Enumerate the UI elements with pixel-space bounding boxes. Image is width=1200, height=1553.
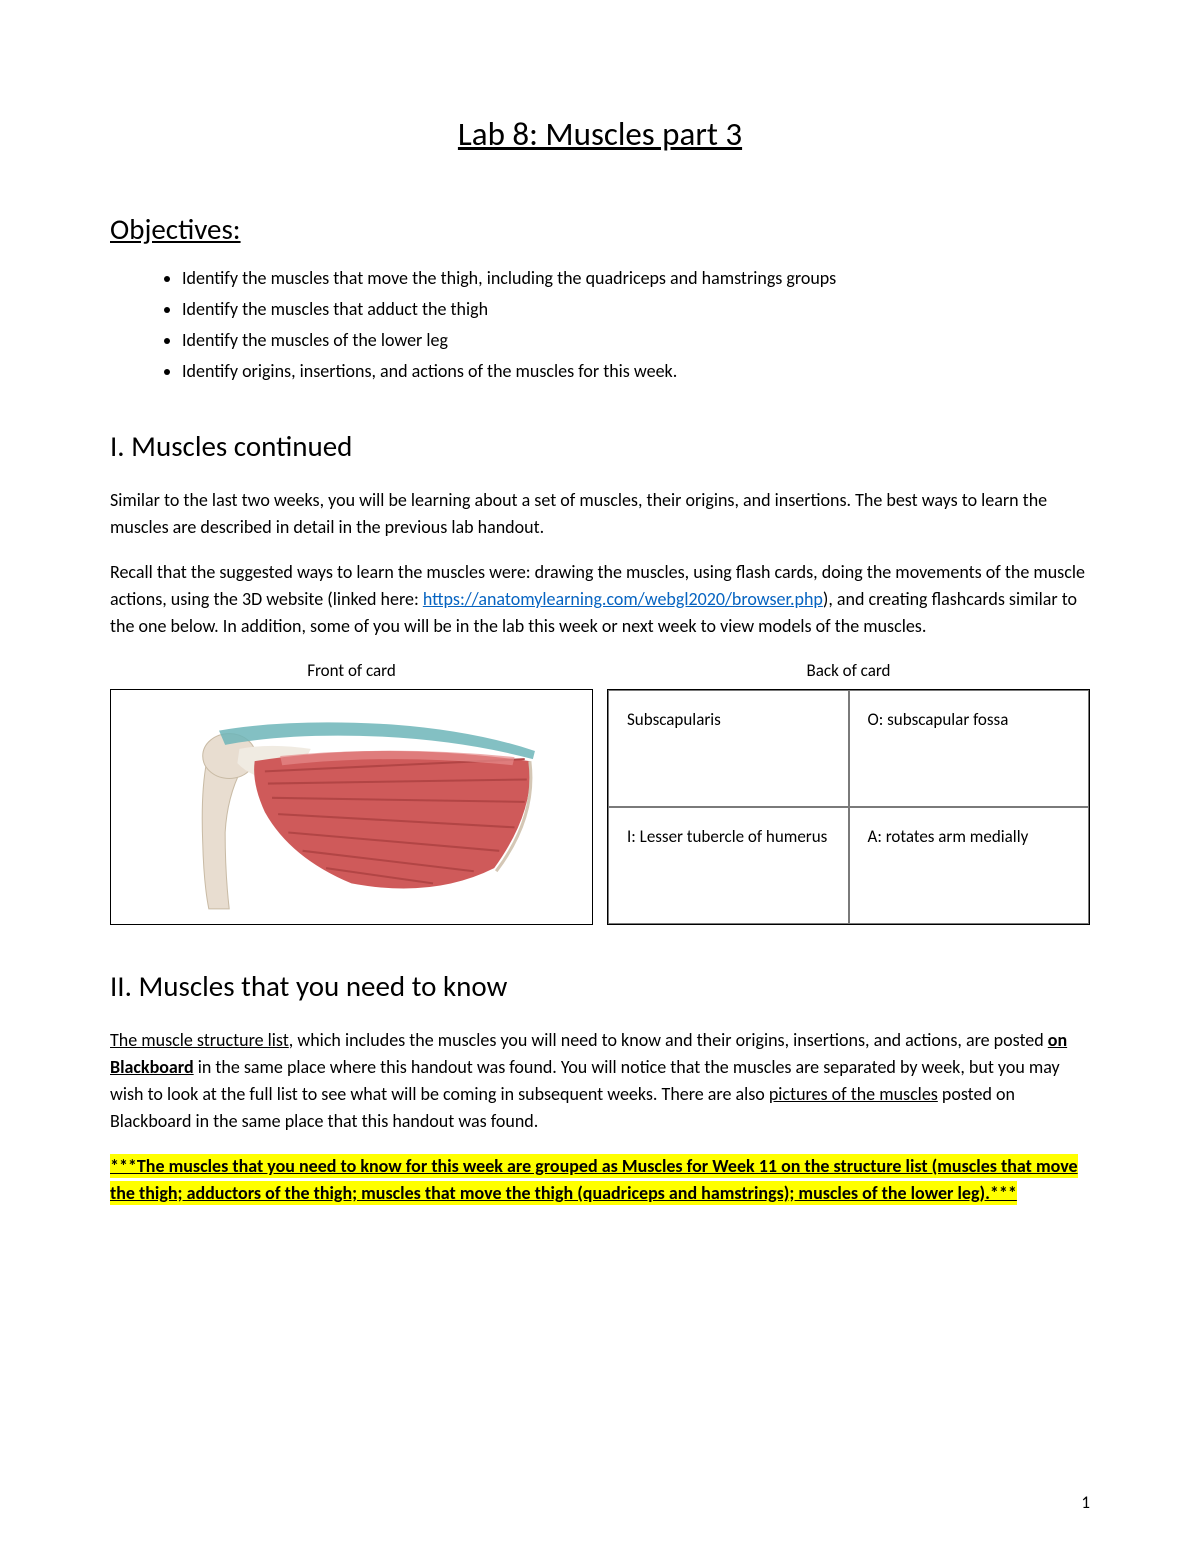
para-text: , which includes the muscles you will ne… [289,1029,1048,1051]
para-underline: pictures of the muscles [769,1083,938,1105]
list-item: Identify origins, insertions, and action… [182,358,1090,385]
back-cell-origin: O: subscapular fossa [849,690,1090,807]
section-1-para-1: Similar to the last two weeks, you will … [110,487,1090,541]
section-2-para: The muscle structure list, which include… [110,1027,1090,1135]
list-item: Identify the muscles of the lower leg [182,327,1090,354]
list-item: Identify the muscles that adduct the thi… [182,296,1090,323]
muscle-anatomy-icon [121,700,582,914]
section-2-heading: II. Muscles that you need to know [110,965,1090,1009]
highlight-text: ***The muscles that you need to know for… [110,1154,1078,1205]
section-1-para-2: Recall that the suggested ways to learn … [110,559,1090,640]
highlighted-note: ***The muscles that you need to know for… [110,1153,1090,1207]
objectives-heading: Objectives: [110,208,1090,252]
back-cell-action: A: rotates arm medially [849,807,1090,924]
section-1-heading: I. Muscles continued [110,425,1090,469]
objectives-list: Identify the muscles that move the thigh… [110,265,1090,385]
back-card-col: Back of card Subscapularis O: subscapula… [607,658,1090,926]
back-card-label: Back of card [607,658,1090,684]
front-card-label: Front of card [110,658,593,684]
page-title: Lab 8: Muscles part 3 [110,110,1090,160]
back-cell-name: Subscapularis [608,690,849,807]
flashcard-row: Front of card [110,658,1090,926]
para-underline: The muscle structure list [110,1029,289,1051]
back-card: Subscapularis O: subscapular fossa I: Le… [607,689,1090,925]
anatomy-link[interactable]: https://anatomylearning.com/webgl2020/br… [423,588,823,610]
back-cell-insertion: I: Lesser tubercle of humerus [608,807,849,924]
list-item: Identify the muscles that move the thigh… [182,265,1090,292]
front-card-col: Front of card [110,658,593,926]
page-number: 1 [1081,1490,1090,1516]
front-card [110,689,593,925]
